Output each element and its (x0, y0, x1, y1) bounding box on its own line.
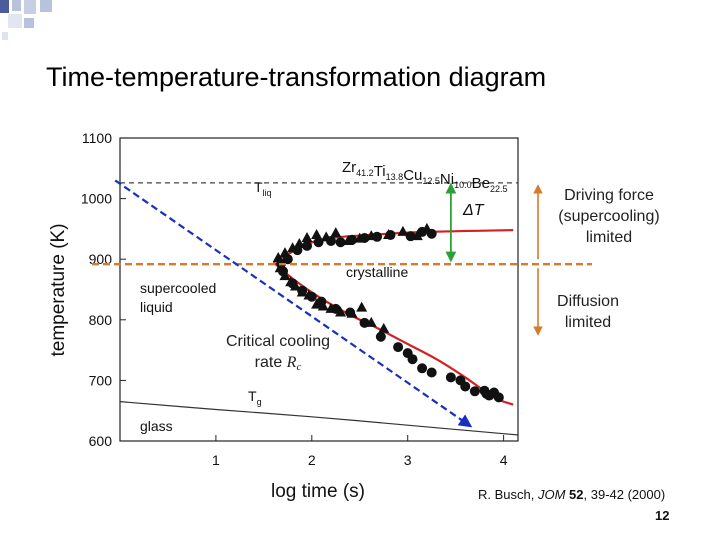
alloy-subscript: 41.2 (356, 168, 374, 178)
deco-square-4 (40, 0, 52, 12)
circle-data-point (426, 367, 437, 378)
circle-data-point (347, 234, 358, 245)
triangle-data-point (311, 228, 323, 239)
circle-data-point (385, 229, 396, 240)
page-number: 12 (655, 508, 670, 523)
driving-force-line-2: (supercooling) (558, 208, 660, 225)
delta-t-label: ΔT (462, 202, 485, 219)
y-tick-label: 800 (89, 312, 113, 328)
slide-title: Time-temperature-transformation diagram (46, 62, 547, 92)
deco-square-1 (0, 0, 9, 13)
y-tick-label: 600 (89, 433, 113, 449)
tg-line (119, 401, 519, 436)
citation: R. Busch, JOM 52, 39-42 (2000) (478, 487, 665, 502)
deco-square-5 (8, 14, 22, 28)
y-tick-label: 700 (89, 372, 113, 388)
circle-data-point (278, 266, 289, 277)
circle-data-point (445, 372, 456, 383)
circle-data-point (375, 331, 386, 342)
alloy-subscript: 13.8 (386, 172, 404, 182)
circle-data-point (359, 317, 370, 328)
circle-data-point (313, 237, 324, 248)
circle-data-point (417, 363, 428, 374)
driving-force-line-3: limited (585, 229, 633, 246)
circle-data-point (297, 285, 308, 296)
alloy-element: Be (472, 175, 490, 192)
circle-data-point (417, 226, 428, 237)
y-tick-label: 1100 (82, 130, 112, 146)
critical-cooling-symbol: R (286, 354, 297, 371)
alloy-subscript: 22.5 (490, 184, 508, 194)
triangle-data-point (397, 225, 409, 236)
circle-data-point (325, 236, 336, 247)
triangle-data-point (301, 231, 313, 242)
alloy-subscript: 12.5 (422, 176, 440, 186)
deco-square-2 (12, 0, 21, 11)
x-tick-label: 2 (308, 452, 316, 468)
plot-frame (119, 137, 519, 442)
circle-data-point (426, 228, 437, 239)
circle-data-point (302, 240, 313, 251)
glass-label: glass (140, 418, 173, 434)
circle-data-point (469, 386, 480, 397)
critical-cooling-subscript: c (296, 361, 302, 373)
x-tick-label: 1 (212, 452, 220, 468)
y-axis-label: temperature (K) (48, 223, 69, 356)
critical-cooling-arrow (114, 179, 473, 428)
deco-square-3 (24, 0, 36, 14)
alloy-element: Cu (403, 167, 422, 184)
critical-cooling-line-1: Critical cooling (225, 333, 331, 350)
circle-data-point (287, 278, 298, 289)
circle-data-point (405, 231, 416, 242)
circle-data-point (460, 381, 471, 392)
circle-data-point (489, 387, 500, 398)
triangle-data-point (356, 301, 368, 312)
circle-data-point (359, 232, 370, 243)
supercooled-label-line-1: supercooled (140, 280, 216, 296)
alloy-element: Ti (374, 163, 386, 180)
deco-square-6 (24, 18, 34, 28)
y-tick-label: 1000 (81, 191, 112, 207)
alloy-composition: Zr41.2Ti13.8Cu12.5Ni10.0Be22.5 (342, 159, 508, 194)
circle-data-point (306, 291, 317, 302)
supercooled-label-line-2: liquid (140, 299, 173, 315)
citation-journal: JOM (537, 487, 566, 502)
x-axis-label: log time (s) (271, 481, 365, 502)
driving-force-line-1: Driving force (564, 187, 654, 204)
x-tick-label: 4 (500, 452, 508, 468)
circle-data-point (335, 237, 346, 248)
tg-label: Tg (248, 388, 262, 407)
triangle-data-point (378, 322, 390, 333)
circle-data-point (345, 307, 356, 318)
critical-cooling-line-2: rate Rc (214, 352, 342, 378)
citation-pages: , 39-42 (2000) (583, 487, 666, 502)
critical-cooling-rate-word: rate (254, 354, 287, 371)
citation-author: R. Busch, (478, 487, 538, 502)
circle-data-point (393, 342, 404, 353)
circle-data-point (330, 303, 341, 314)
circle-data-point (282, 254, 293, 265)
triangle-data-point (330, 227, 342, 238)
circle-data-point (372, 231, 383, 242)
alloy-element: Zr (342, 159, 356, 176)
citation-volume: 52 (569, 487, 584, 502)
deco-square-7 (2, 32, 8, 40)
alloy-element: Ni (440, 171, 454, 188)
diffusion-line-1: Diffusion (557, 293, 619, 310)
x-tick-label: 3 (404, 452, 412, 468)
driving-force-note: Driving force (supercooling) limited (548, 185, 670, 248)
triangle-data-point (335, 306, 347, 317)
tliq-label: Tliq (254, 179, 272, 198)
circle-data-point (316, 296, 327, 307)
diffusion-note: Diffusion limited (548, 291, 628, 333)
alloy-subscript: 10.0 (454, 180, 472, 190)
crystalline-label: crystalline (346, 264, 408, 280)
diffusion-line-2: limited (564, 314, 612, 331)
circle-data-point (292, 245, 303, 256)
critical-cooling-note: Critical cooling rate Rc (214, 331, 342, 378)
circle-data-point (407, 354, 418, 365)
